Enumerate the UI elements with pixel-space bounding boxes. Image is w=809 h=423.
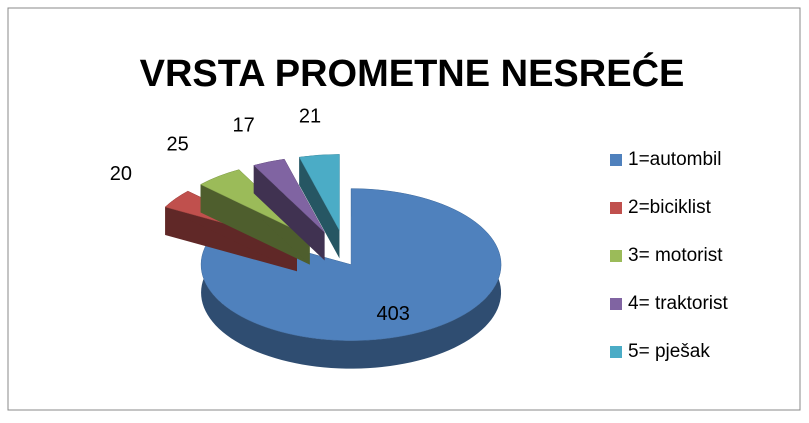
- legend-swatch: [610, 154, 622, 166]
- legend-swatch: [610, 202, 622, 214]
- slice-edge: [253, 165, 325, 261]
- chart-title: VRSTA PROMETNE NESREĆE: [140, 51, 685, 95]
- data-label: 25: [166, 133, 188, 155]
- legend-label: 1=autombil: [628, 149, 721, 170]
- legend-label: 3= motorist: [628, 245, 723, 266]
- data-label: 21: [299, 105, 321, 127]
- legend-swatch: [610, 298, 622, 310]
- legend-swatch: [610, 250, 622, 262]
- slice: [253, 158, 325, 233]
- slice: [298, 154, 340, 231]
- data-label: 20: [110, 163, 132, 185]
- legend-swatch: [610, 346, 622, 358]
- legend-label: 4= traktorist: [628, 293, 729, 314]
- legend-label: 5= pješak: [628, 341, 710, 362]
- slice-edge: [299, 157, 340, 259]
- slice-edge: [200, 184, 310, 265]
- legend-label: 2=biciklist: [628, 197, 712, 218]
- data-label: 403: [377, 303, 410, 325]
- slice: [200, 188, 502, 341]
- data-label: 17: [232, 114, 254, 136]
